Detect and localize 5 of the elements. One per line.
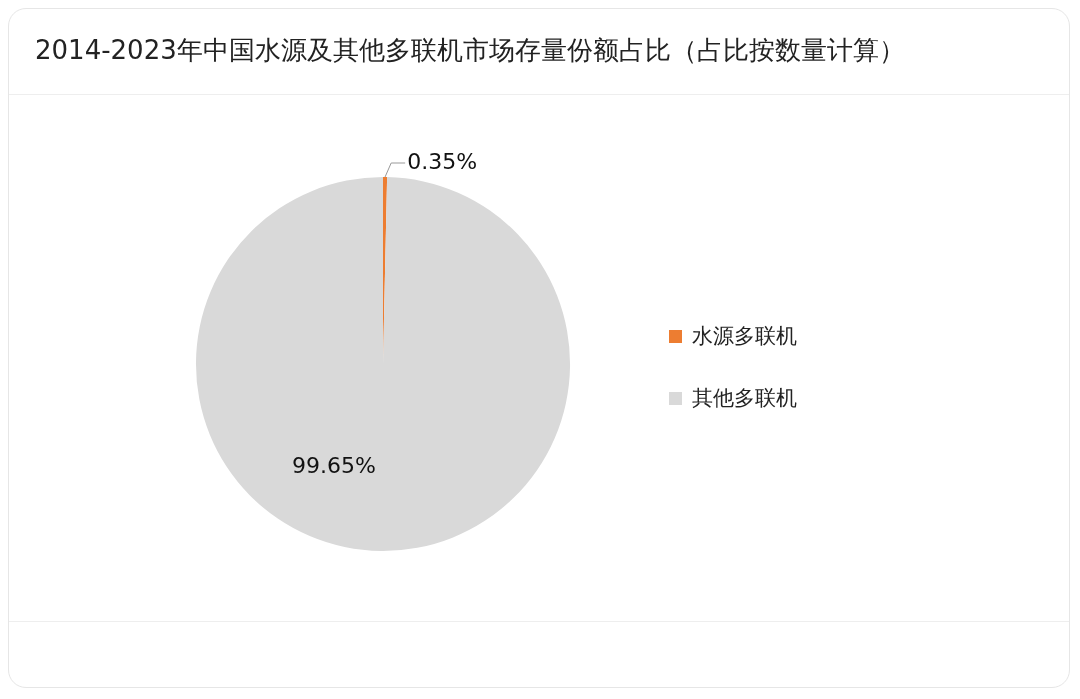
data-label: 0.35%: [407, 148, 478, 174]
chart-title: 2014-2023年中国水源及其他多联机市场存量份额占比（占比按数量计算）: [35, 34, 905, 67]
legend-label: 水源多联机: [692, 323, 797, 350]
legend-label: 其他多联机: [692, 385, 797, 412]
data-label: 99.65%: [291, 452, 376, 478]
